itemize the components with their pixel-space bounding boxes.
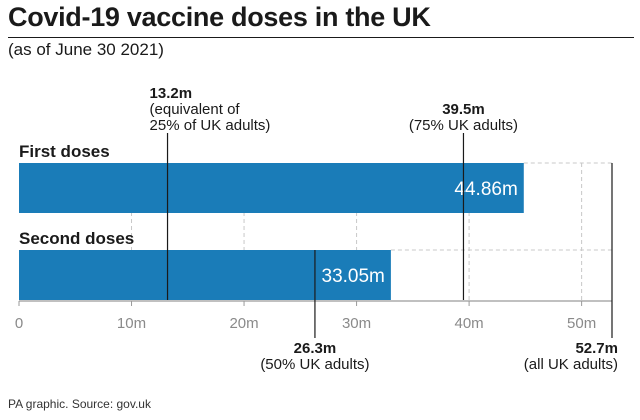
bar-first-doses [19,163,524,213]
chart-title: Covid-19 vaccine doses in the UK [8,2,431,32]
annotation-label: (equivalent of [150,101,241,118]
chart-subtitle: (as of June 30 2021) [8,40,164,59]
x-tick-label: 40m [455,315,484,332]
x-tick-label: 10m [117,315,146,332]
annotation-label: (50% UK adults) [260,356,369,373]
x-tick-label: 0 [15,315,23,332]
annotation-label: 13.2m [150,85,193,102]
annotation-label: 52.7m [575,340,618,357]
category-label: Second doses [19,229,134,248]
x-tick-label: 30m [342,315,371,332]
bar-second-doses [19,250,391,300]
annotation-label: 26.3m [294,340,337,357]
x-tick-label: 20m [229,315,258,332]
category-label: First doses [19,142,110,161]
annotation-label: (75% UK adults) [409,117,518,134]
bar-value-label: 33.05m [322,266,385,287]
annotation-label: 25% of UK adults) [150,117,271,134]
x-tick-label: 50m [567,315,596,332]
annotation-label: 39.5m [442,101,485,118]
bar-value-label: 44.86m [454,179,517,200]
annotation-label: (all UK adults) [524,356,618,373]
title-rule [8,37,634,38]
source-credit: PA graphic. Source: gov.uk [8,397,151,411]
